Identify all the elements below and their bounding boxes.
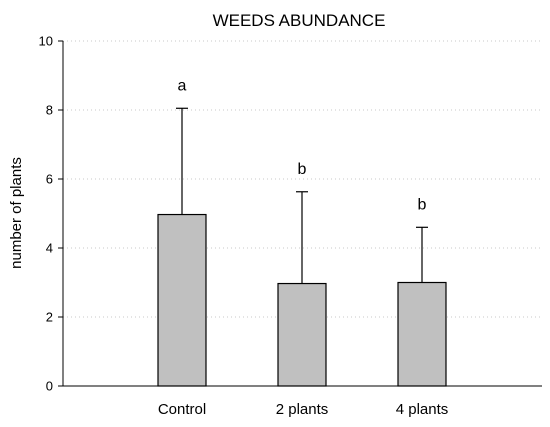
category-label: 2 plants (276, 401, 329, 418)
y-tick-label: 10 (39, 34, 53, 49)
bar-3 (397, 281, 447, 387)
bar-2 (277, 282, 327, 387)
significance-letter: b (418, 196, 427, 213)
y-tick-label: 0 (46, 379, 53, 394)
significance-letter: a (178, 77, 187, 94)
category-label: 4 plants (396, 401, 449, 418)
significance-letter: b (298, 161, 307, 178)
chart-title: WEEDS ABUNDANCE (213, 11, 386, 30)
y-tick-label: 2 (46, 310, 53, 325)
category-labels: a Control b 2 plants b 4 plants (158, 77, 448, 418)
y-axis: 0 2 4 6 8 10 (39, 34, 542, 394)
y-tick-label: 8 (46, 103, 53, 118)
bars (157, 107, 447, 387)
bar-1 (157, 213, 207, 387)
y-tick-label: 4 (46, 241, 53, 256)
category-label: Control (158, 401, 206, 418)
y-axis-title: number of plants (8, 157, 25, 269)
y-tick-label: 6 (46, 172, 53, 187)
